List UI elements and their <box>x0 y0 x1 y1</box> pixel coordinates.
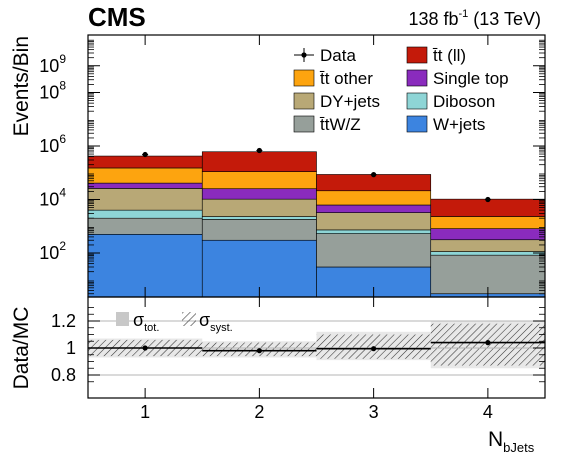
bar-singletop-bin4 <box>430 228 546 241</box>
bar-dyjets-bin1 <box>87 188 203 211</box>
bar-ttwz-bin3 <box>316 233 432 268</box>
lumi-label: 138 fb-1 (13 TeV) <box>408 8 541 29</box>
bar-dyjets-bin2 <box>201 198 317 217</box>
upper-panel: 102 104 106 108 109 Events/Bin Data t̄t (ll) t… <box>10 34 546 298</box>
legend: Data t̄t (ll) t̄t other Single top DY+jets Di… <box>293 46 509 134</box>
bar-ttwz-bin2 <box>201 219 317 241</box>
data-point-bin4 <box>485 196 491 203</box>
bar-singletop-bin3 <box>316 204 432 213</box>
legend-swatch <box>406 92 428 110</box>
legend-label: Diboson <box>433 92 495 111</box>
tot-band-label: σtot. <box>133 310 159 334</box>
data-point-bin3 <box>371 172 377 178</box>
y-tick-label: 102 <box>39 239 66 263</box>
syst-band-swatch <box>182 312 196 326</box>
y-tick-label: 108 <box>39 79 66 103</box>
ratio-panel: 0.8 1 1.2 1 2 3 4 Data/MC σtot. σsyst. NbJets <box>10 296 546 455</box>
x-tick-label: 3 <box>369 402 379 422</box>
syst-band-label: σsyst. <box>199 310 233 334</box>
upper-axis-ticks: 102 104 106 108 109 <box>39 35 545 297</box>
x-tick-label: 1 <box>140 402 150 422</box>
ratio-point-bin3 <box>371 346 377 352</box>
upper-ylabel: Events/Bin <box>10 36 33 136</box>
legend-label: t̄t other <box>319 69 373 88</box>
bar-wjets-bin1 <box>87 234 203 298</box>
x-tick-label: 4 <box>483 402 493 422</box>
bar-ttwz-bin1 <box>87 217 203 235</box>
legend-label: t̄tW/Z <box>319 115 360 134</box>
y-tick-label: 104 <box>39 186 66 210</box>
legend-label: Single top <box>433 69 509 88</box>
data-markers <box>142 147 491 203</box>
ratio-tick-label: 0.8 <box>51 365 76 385</box>
bar-diboson-bin2 <box>201 216 317 220</box>
legend-label: Data <box>320 46 356 65</box>
ratio-tick-label: 1.2 <box>51 311 76 331</box>
bar-dyjets-bin4 <box>430 239 546 252</box>
bar-ttother-bin2 <box>201 171 317 190</box>
legend-label: DY+jets <box>320 92 380 111</box>
ratio-ylabel: Data/MC <box>10 307 33 390</box>
bar-ttother-bin3 <box>316 190 432 206</box>
ratio-point-bin1 <box>142 345 148 351</box>
legend-data-marker <box>301 52 307 58</box>
lower-axis-ticks: 0.8 1 1.2 1 2 3 4 <box>51 297 545 422</box>
legend-swatch <box>293 115 315 133</box>
cms-label: CMS <box>88 2 146 32</box>
ratio-point-bin4 <box>485 340 491 346</box>
ratio-markers <box>88 340 545 354</box>
ratio-point-bin2 <box>256 348 262 354</box>
legend-swatch <box>293 92 315 110</box>
legend-swatch <box>406 46 428 64</box>
legend-swatch <box>406 69 428 87</box>
bar-ttother-bin1 <box>87 167 203 184</box>
band-legend: σtot. σsyst. <box>116 310 233 334</box>
stacked-histogram <box>87 151 546 298</box>
data-point-bin1 <box>142 151 148 158</box>
y-tick-label: 109 <box>39 52 66 76</box>
ratio-tick-label: 1 <box>66 338 76 358</box>
ratio-frame <box>87 296 546 399</box>
legend-swatch <box>293 69 315 87</box>
bar-dyjets-bin3 <box>316 212 432 231</box>
bar-singletop-bin1 <box>87 182 203 189</box>
bar-singletop-bin2 <box>201 188 317 200</box>
x-tick-label: 2 <box>254 402 264 422</box>
bar-diboson-bin3 <box>316 229 432 234</box>
tot-band-swatch <box>116 312 129 326</box>
x-axis-label: NbJets <box>488 428 535 455</box>
bar-ttll-bin2 <box>201 151 317 172</box>
bar-diboson-bin1 <box>87 209 203 219</box>
data-point-bin2 <box>256 147 262 154</box>
legend-swatch <box>406 115 428 133</box>
legend-label: t̄t (ll) <box>432 46 466 65</box>
bar-ttll-bin1 <box>87 155 203 169</box>
bar-diboson-bin4 <box>430 251 546 256</box>
y-tick-label: 106 <box>39 132 66 156</box>
legend-label: W+jets <box>433 115 485 134</box>
bar-ttother-bin4 <box>430 216 546 229</box>
